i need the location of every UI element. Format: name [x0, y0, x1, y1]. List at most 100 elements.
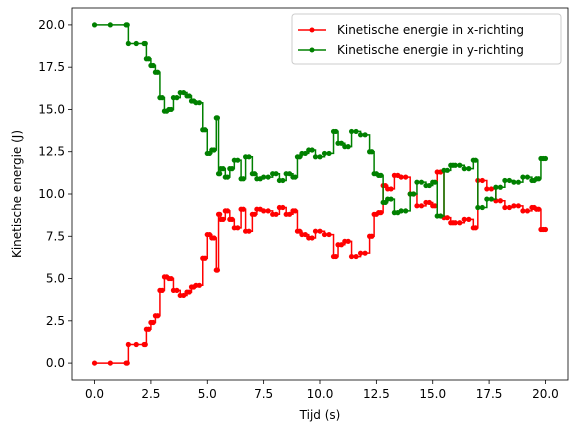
data-point-0 — [206, 231, 213, 238]
data-point-1 — [312, 154, 319, 160]
data-point-0 — [353, 253, 359, 260]
data-point-0 — [133, 341, 139, 348]
y-tick-label: 0.0 — [46, 356, 65, 370]
data-point-0 — [497, 198, 503, 204]
data-point-1 — [382, 199, 388, 206]
data-point-1 — [155, 69, 161, 75]
data-point-0 — [326, 231, 332, 238]
data-point-0 — [472, 225, 479, 231]
data-point-0 — [362, 250, 368, 256]
y-tick-label: 12.5 — [38, 145, 65, 159]
data-point-0 — [312, 228, 319, 234]
data-point-1 — [217, 171, 223, 177]
data-point-1 — [142, 40, 148, 47]
data-point-1 — [224, 174, 231, 180]
data-point-0 — [257, 206, 263, 212]
data-point-1 — [159, 95, 165, 101]
y-tick-label: 15.0 — [38, 102, 65, 116]
data-point-0 — [531, 204, 537, 211]
data-point-0 — [357, 250, 364, 256]
data-point-1 — [403, 208, 409, 214]
data-point-0 — [186, 289, 192, 295]
data-point-0 — [124, 360, 130, 366]
data-point-1 — [348, 128, 355, 135]
data-point-1 — [479, 204, 485, 211]
data-point-1 — [345, 144, 351, 150]
data-point-1 — [107, 22, 113, 28]
data-point-0 — [246, 228, 252, 234]
data-point-1 — [265, 174, 271, 180]
data-point-1 — [461, 166, 467, 172]
data-point-1 — [475, 204, 481, 211]
data-point-1 — [369, 149, 375, 155]
legend: Kinetische energie in x-richting Kinetis… — [291, 13, 562, 65]
data-point-0 — [240, 206, 246, 212]
y-tick-label: 17.5 — [38, 60, 65, 74]
data-point-0 — [142, 341, 148, 348]
data-point-0 — [146, 326, 152, 332]
data-point-1 — [297, 154, 303, 160]
data-point-1 — [362, 132, 368, 138]
data-point-1 — [168, 106, 174, 113]
data-point-1 — [186, 93, 192, 99]
data-point-0 — [418, 203, 425, 209]
data-point-1 — [150, 62, 156, 69]
x-tick-label: 7.5 — [254, 387, 273, 401]
data-point-0 — [202, 255, 208, 261]
data-point-1 — [373, 171, 379, 177]
data-point-0 — [321, 231, 328, 238]
data-point-1 — [196, 100, 202, 106]
data-point-1 — [353, 128, 359, 135]
legend-marker-x — [309, 27, 315, 33]
data-point-1 — [146, 56, 152, 62]
data-point-0 — [317, 228, 323, 234]
data-point-0 — [373, 211, 379, 217]
data-point-0 — [217, 211, 223, 217]
data-point-1 — [524, 174, 531, 180]
data-point-1 — [280, 177, 286, 184]
data-point-1 — [506, 177, 512, 184]
data-point-1 — [536, 176, 542, 182]
data-point-1 — [240, 176, 246, 182]
plot-area — [91, 22, 549, 366]
data-point-1 — [472, 157, 479, 163]
data-point-0 — [280, 204, 286, 211]
data-point-1 — [488, 196, 494, 202]
data-point-1 — [309, 147, 315, 153]
data-point-0 — [252, 211, 258, 217]
data-point-0 — [164, 274, 170, 280]
x-tick-label: 17.5 — [476, 387, 503, 401]
data-point-1 — [520, 174, 526, 180]
data-point-0 — [461, 216, 467, 222]
y-tick-label: 2.5 — [46, 314, 65, 328]
data-point-1 — [414, 179, 420, 185]
x-tick-label: 12.5 — [363, 387, 390, 401]
data-point-1 — [497, 184, 503, 190]
data-point-0 — [286, 211, 293, 217]
data-point-1 — [317, 154, 323, 160]
data-point-0 — [369, 233, 375, 239]
data-point-0 — [536, 206, 542, 212]
data-point-0 — [466, 216, 472, 222]
data-point-0 — [302, 231, 308, 238]
data-point-0 — [333, 253, 339, 260]
data-point-1 — [531, 177, 537, 184]
data-point-1 — [484, 196, 490, 202]
data-point-1 — [125, 40, 131, 47]
data-point-1 — [211, 147, 217, 153]
data-point-0 — [382, 182, 388, 189]
series-layer — [91, 22, 549, 366]
data-point-1 — [286, 171, 293, 177]
data-point-1 — [292, 174, 298, 180]
data-point-1 — [444, 167, 450, 173]
data-point-0 — [273, 211, 279, 217]
y-axis-label: Kinetische energie (J) — [10, 130, 24, 258]
data-point-0 — [174, 287, 180, 293]
y-tick-label: 7.5 — [46, 229, 65, 243]
y-tick-label: 10.0 — [38, 187, 65, 201]
data-point-1 — [124, 22, 130, 28]
data-point-1 — [432, 179, 438, 185]
legend-box — [291, 13, 562, 65]
data-point-0 — [150, 319, 156, 326]
